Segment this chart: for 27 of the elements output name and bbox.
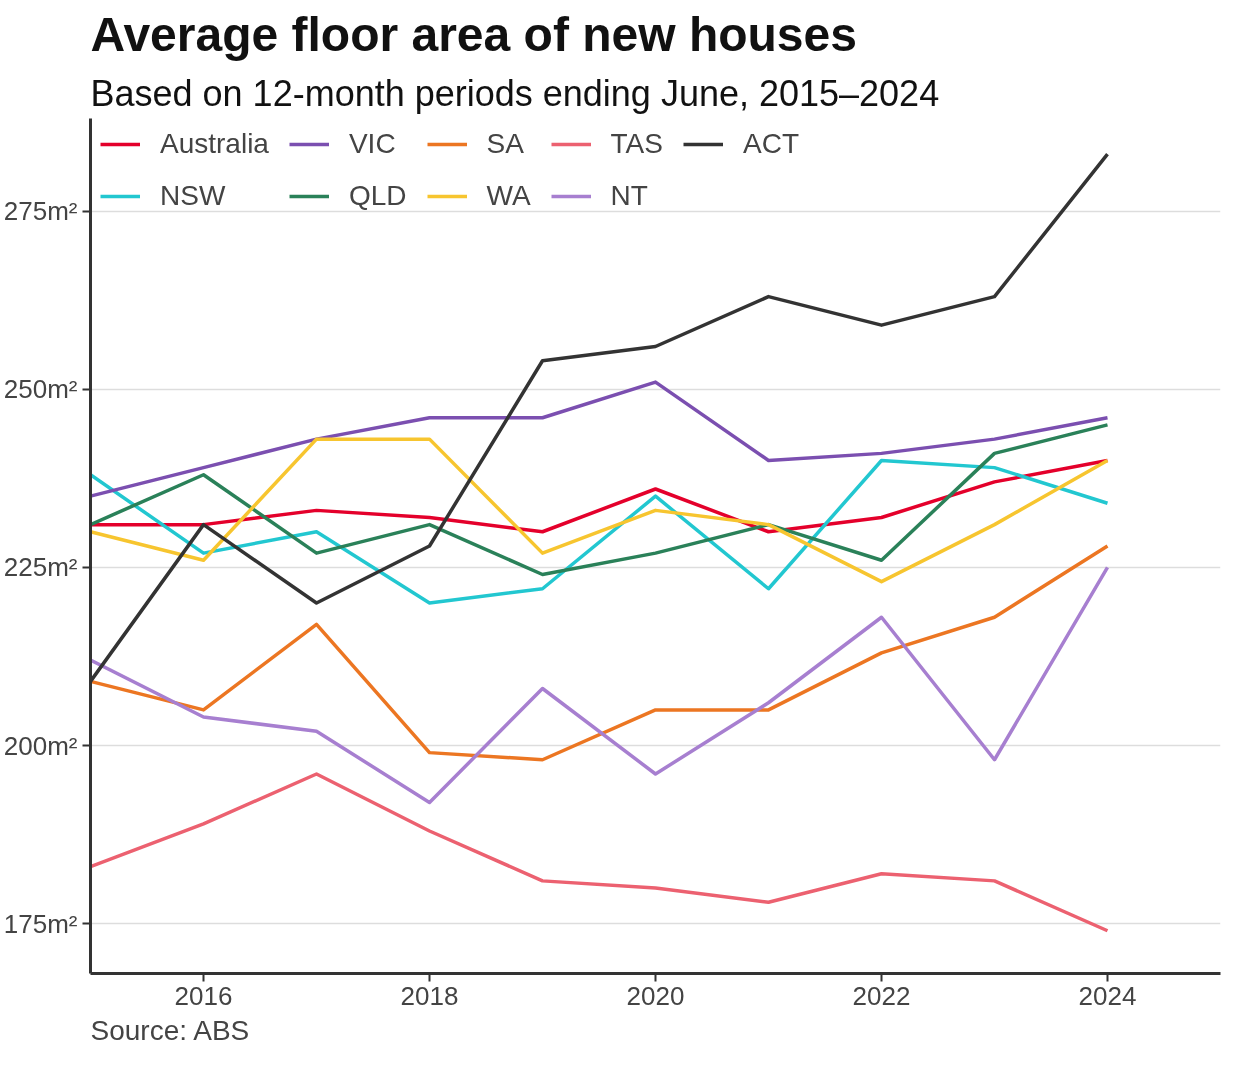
legend-label: QLD <box>348 180 407 212</box>
y-tick-label: 225m² <box>3 552 78 583</box>
y-tick-label: 175m² <box>3 908 78 939</box>
legend-label: ACT <box>742 128 799 160</box>
chart-title: Average floor area of new houses <box>90 7 857 61</box>
x-tick-label: 2020 <box>626 980 685 1011</box>
y-tick-label: 250m² <box>3 374 78 405</box>
legend-label: TAS <box>610 128 663 160</box>
line-series <box>90 772 1110 933</box>
legend-label: WA <box>486 180 531 212</box>
x-tick-label: 2018 <box>400 980 459 1011</box>
legend-label: SA <box>486 128 524 160</box>
y-tick-label: 200m² <box>3 730 78 761</box>
line-series <box>90 565 1110 805</box>
x-tick-label: 2024 <box>1078 980 1137 1011</box>
x-tick-label: 2016 <box>174 980 233 1011</box>
line-series <box>90 458 1110 605</box>
legend-label: VIC <box>348 128 396 160</box>
legend-label: NSW <box>160 180 226 212</box>
x-tick-label: 2022 <box>852 980 911 1011</box>
y-tick-label: 275m² <box>3 196 78 227</box>
legend-label: NT <box>610 180 648 212</box>
chart-subtitle: Based on 12-month periods ending June, 2015–2024 <box>90 72 940 114</box>
line-series <box>90 380 1110 498</box>
legend-label: Australia <box>160 128 269 160</box>
source-note: Source: ABS <box>90 1014 250 1046</box>
line-series <box>90 544 1110 762</box>
